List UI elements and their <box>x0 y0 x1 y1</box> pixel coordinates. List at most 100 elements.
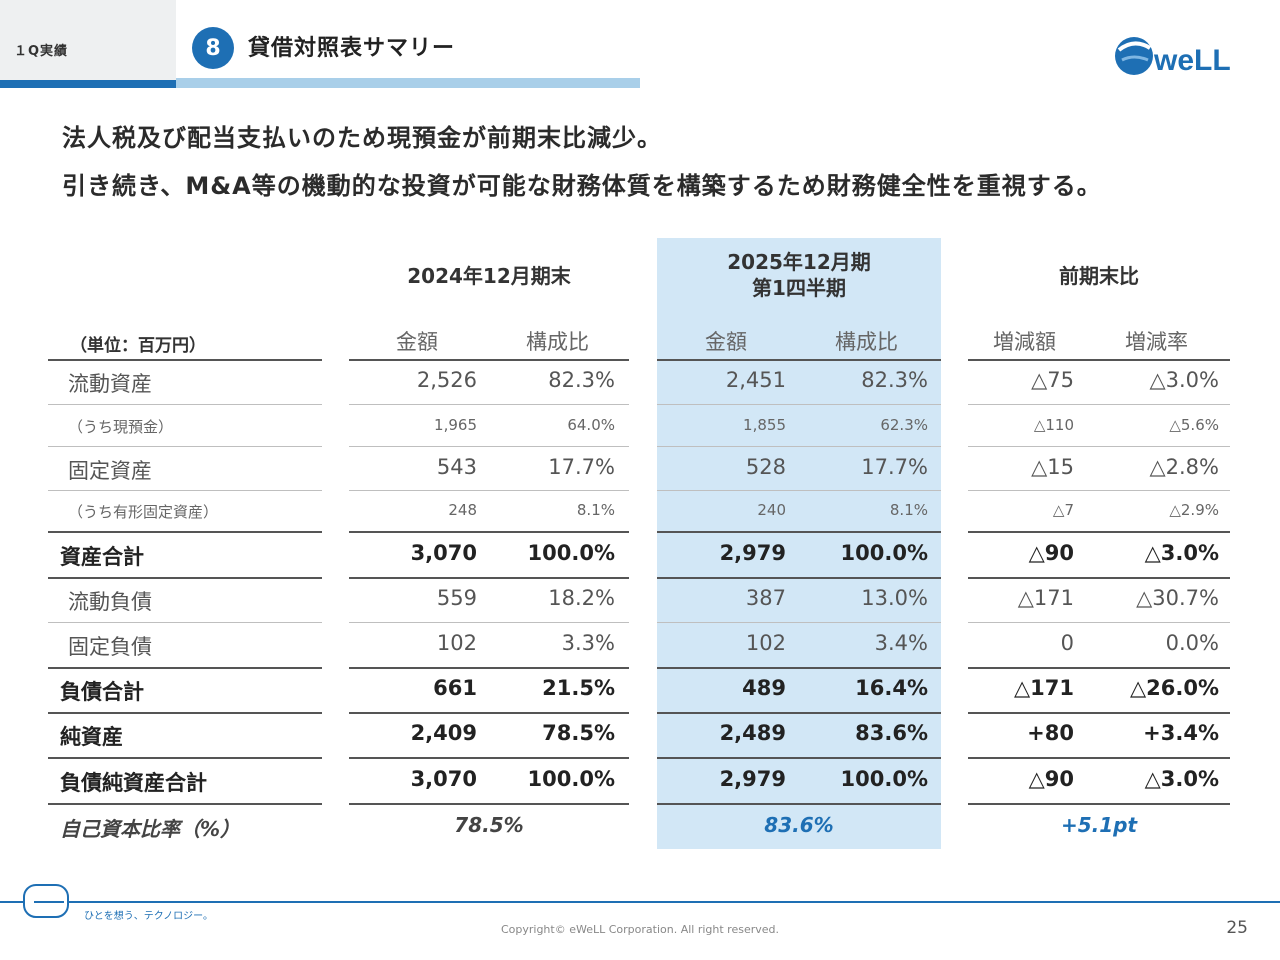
cell-ratio-prior: 82.3% <box>548 368 615 392</box>
cell-ratio-prior: 17.7% <box>548 455 615 479</box>
row-divider <box>657 490 941 491</box>
row-divider <box>968 622 1230 623</box>
subheader-ratio-current: 構成比 <box>835 330 898 354</box>
cell-amount-prior: 2,409 <box>410 721 477 745</box>
cell-change-rate: +3.4% <box>1143 721 1219 745</box>
cell-ratio-current: 13.0% <box>861 586 928 610</box>
group-header-current-period: 2025年12月期 第1四半期 <box>657 249 941 301</box>
cell-ratio-prior: 18.2% <box>548 586 615 610</box>
cell-amount-current: 2,489 <box>719 721 786 745</box>
cell-amount-prior: 3,070 <box>410 767 477 791</box>
cell-amount-current: 2,979 <box>719 767 786 791</box>
group-header-current-line1: 2025年12月期 <box>727 250 871 274</box>
cell-amount-prior: 2,526 <box>416 368 477 392</box>
row-divider <box>968 712 1230 714</box>
row-divider <box>349 531 629 533</box>
row-divider <box>48 577 322 579</box>
row-divider <box>349 490 629 491</box>
row-divider <box>968 446 1230 447</box>
row-divider <box>657 712 941 714</box>
cell-ratio-current: 8.1% <box>889 501 928 519</box>
cell-change-rate: △30.7% <box>1136 586 1219 610</box>
cell-change-amount: △90 <box>1028 541 1074 565</box>
cell-amount-current: 1,855 <box>743 416 786 434</box>
cell-ratio-prior: 21.5% <box>542 676 615 700</box>
logo-text: weLL <box>1153 44 1231 77</box>
row-divider <box>657 803 941 805</box>
row-label: 負債合計 <box>60 680 144 704</box>
equity-ratio-label: 自己資本比率（%） <box>60 817 241 841</box>
cell-amount-current: 240 <box>757 501 786 519</box>
row-divider <box>349 622 629 623</box>
cell-amount-current: 489 <box>742 676 786 700</box>
subheader-ratio-prior: 構成比 <box>526 330 589 354</box>
cell-ratio-current: 17.7% <box>861 455 928 479</box>
row-divider <box>349 803 629 805</box>
row-divider <box>968 359 1230 361</box>
row-divider <box>349 404 629 405</box>
cell-change-amount: △7 <box>1052 501 1074 519</box>
footer-line <box>0 901 1280 903</box>
row-divider <box>349 446 629 447</box>
unit-label: （単位：百万円） <box>70 336 206 356</box>
page-number: 25 <box>1226 918 1248 938</box>
row-label: 純資産 <box>60 725 123 749</box>
cell-change-amount: △90 <box>1028 767 1074 791</box>
row-divider <box>657 404 941 405</box>
row-divider <box>657 622 941 623</box>
row-divider <box>657 577 941 579</box>
cell-amount-prior: 543 <box>436 455 477 479</box>
group-header-change: 前期末比 <box>1059 264 1139 288</box>
cell-change-rate: △2.8% <box>1149 455 1219 479</box>
cell-ratio-current: 83.6% <box>855 721 928 745</box>
cell-change-amount: △171 <box>1017 586 1074 610</box>
cell-change-amount: △171 <box>1014 676 1074 700</box>
row-divider <box>349 577 629 579</box>
row-divider <box>968 490 1230 491</box>
row-label: 流動資産 <box>68 372 152 396</box>
equity-ratio-prior: 78.5% <box>454 813 524 837</box>
cell-amount-prior: 248 <box>448 501 477 519</box>
row-divider <box>48 803 322 805</box>
section-number-badge: 8 <box>192 27 234 69</box>
cell-change-rate: 0.0% <box>1165 631 1219 655</box>
cell-ratio-prior: 64.0% <box>567 416 615 434</box>
ewell-logo: weLL <box>1115 37 1231 77</box>
cell-amount-prior: 661 <box>433 676 477 700</box>
subheader-amount-current: 金額 <box>705 330 747 354</box>
row-label: 固定資産 <box>68 459 152 483</box>
subheader-diff: 増減額 <box>993 330 1056 354</box>
row-divider <box>968 531 1230 533</box>
cell-ratio-current: 16.4% <box>855 676 928 700</box>
subheader-amount-prior: 金額 <box>396 330 438 354</box>
row-divider <box>48 404 322 405</box>
cell-amount-current: 2,979 <box>719 541 786 565</box>
row-label: 負債純資産合計 <box>60 771 207 795</box>
row-divider <box>968 757 1230 759</box>
cell-ratio-prior: 8.1% <box>576 501 615 519</box>
row-divider <box>48 757 322 759</box>
equity-ratio-change: +5.1pt <box>1060 813 1138 837</box>
cell-change-amount: △75 <box>1031 368 1074 392</box>
row-divider <box>968 577 1230 579</box>
cell-amount-current: 2,451 <box>725 368 786 392</box>
cell-change-amount: 0 <box>1060 631 1074 655</box>
message-line-1: 法人税及び配当支払いのため現預金が前期末比減少。 <box>62 124 662 152</box>
cell-change-rate: △3.0% <box>1144 767 1219 791</box>
cell-change-rate: △26.0% <box>1129 676 1219 700</box>
cell-amount-current: 528 <box>745 455 786 479</box>
cell-ratio-current: 100.0% <box>840 767 928 791</box>
copyright-text: Copyright© eWeLL Corporation. All right … <box>500 923 780 936</box>
cell-change-rate: △3.0% <box>1149 368 1219 392</box>
cell-amount-prior: 3,070 <box>410 541 477 565</box>
current-period-highlight <box>657 238 941 849</box>
cell-change-rate: △5.6% <box>1169 416 1219 434</box>
message-line-2: 引き続き、M&A等の機動的な投資が可能な財務体質を構築するため財務健全性を重視す… <box>62 172 1102 200</box>
section-label: １Q実績 <box>14 44 69 59</box>
row-divider <box>48 712 322 714</box>
row-divider <box>968 803 1230 805</box>
row-label: （うち現預金） <box>68 418 174 436</box>
header-accent-bar <box>0 80 176 88</box>
cell-ratio-prior: 78.5% <box>542 721 615 745</box>
row-divider <box>968 404 1230 405</box>
